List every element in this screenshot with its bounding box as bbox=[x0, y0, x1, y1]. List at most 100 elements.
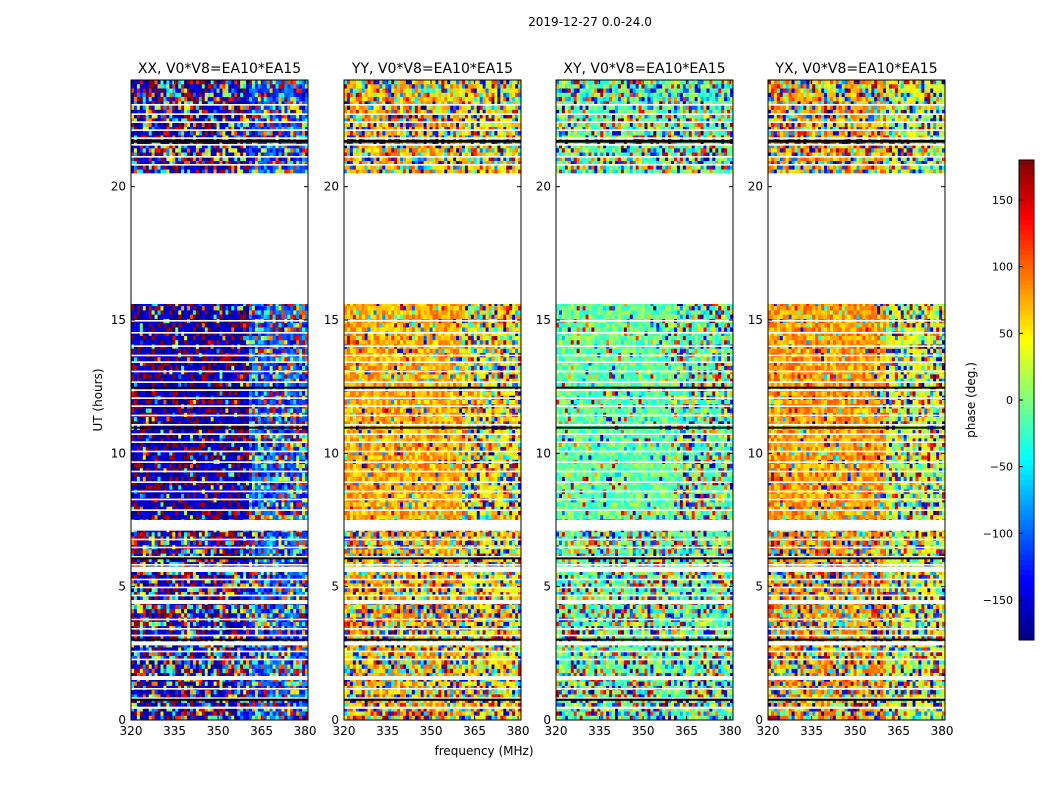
heat-cell bbox=[237, 306, 240, 311]
heat-cell bbox=[290, 374, 293, 379]
heat-cell bbox=[252, 148, 255, 153]
heat-cell bbox=[299, 409, 302, 414]
heat-cell bbox=[181, 165, 184, 170]
heat-cell bbox=[276, 97, 279, 102]
heat-cell bbox=[217, 340, 220, 345]
heat-cell bbox=[196, 349, 199, 354]
heat-cell bbox=[249, 131, 252, 136]
heat-cell bbox=[217, 349, 220, 354]
heat-cell bbox=[237, 315, 240, 320]
heat-cell bbox=[267, 323, 270, 328]
heat-cell bbox=[246, 340, 249, 345]
heat-cell bbox=[181, 106, 184, 111]
heat-cell bbox=[299, 315, 302, 320]
heat-cell bbox=[214, 400, 217, 405]
heat-cell bbox=[252, 374, 255, 379]
heat-cell bbox=[276, 106, 279, 111]
heat-cell bbox=[240, 97, 243, 102]
heat-cell bbox=[279, 336, 282, 341]
heat-cell bbox=[296, 106, 299, 111]
heat-cell bbox=[279, 357, 282, 362]
heat-cell bbox=[296, 400, 299, 405]
heat-cell bbox=[137, 409, 140, 414]
heat-cell bbox=[267, 165, 270, 170]
heat-cell bbox=[202, 106, 205, 111]
heat-cell bbox=[246, 391, 249, 396]
heat-cell bbox=[234, 165, 237, 170]
heat-cell bbox=[158, 336, 161, 341]
heat-cell bbox=[199, 327, 202, 332]
heat-cell bbox=[158, 417, 161, 422]
heat-cell bbox=[252, 323, 255, 328]
heat-cell bbox=[249, 123, 252, 128]
heat-cell bbox=[270, 340, 273, 345]
heat-cell bbox=[155, 165, 158, 170]
heat-cell bbox=[252, 315, 255, 320]
heat-cell bbox=[246, 97, 249, 102]
heat-cell bbox=[246, 349, 249, 354]
heat-cell bbox=[302, 93, 305, 98]
heat-cell bbox=[279, 89, 282, 94]
heat-cell bbox=[196, 327, 199, 332]
heat-cell bbox=[161, 374, 164, 379]
heat-cell bbox=[196, 80, 199, 85]
heat-cell bbox=[290, 340, 293, 345]
heat-cell bbox=[166, 336, 169, 341]
heat-cell bbox=[199, 340, 202, 345]
heat-cell bbox=[175, 165, 178, 170]
heat-cell bbox=[217, 336, 220, 341]
heat-cell bbox=[184, 97, 187, 102]
heat-cell bbox=[166, 106, 169, 111]
heat-cell bbox=[255, 315, 258, 320]
heat-cell bbox=[199, 165, 202, 170]
heat-cell bbox=[279, 391, 282, 396]
heat-cell bbox=[155, 409, 158, 414]
heat-cell bbox=[152, 89, 155, 94]
heat-cell bbox=[155, 417, 158, 422]
heat-cell bbox=[246, 357, 249, 362]
heat-cell bbox=[255, 323, 258, 328]
heat-cell bbox=[158, 391, 161, 396]
heat-cell bbox=[149, 80, 152, 85]
heat-cell bbox=[178, 93, 181, 98]
heat-cell bbox=[228, 97, 231, 102]
heat-cell bbox=[249, 366, 252, 371]
heat-cell bbox=[187, 327, 190, 332]
heat-cell bbox=[290, 357, 293, 362]
heat-cell bbox=[199, 310, 202, 315]
heat-cell bbox=[172, 131, 175, 136]
heat-cell bbox=[276, 306, 279, 311]
heat-cell bbox=[172, 349, 175, 354]
heat-cell bbox=[140, 400, 143, 405]
heat-cell bbox=[231, 327, 234, 332]
heat-cell bbox=[172, 323, 175, 328]
heat-cell bbox=[166, 315, 169, 320]
heat-cell bbox=[284, 306, 287, 311]
heat-cell bbox=[169, 357, 172, 362]
heat-cell bbox=[243, 165, 246, 170]
heat-cell bbox=[146, 357, 149, 362]
heat-cell bbox=[284, 366, 287, 371]
heat-cell bbox=[158, 306, 161, 311]
heat-cell bbox=[279, 97, 282, 102]
heat-cell bbox=[237, 409, 240, 414]
heat-cell bbox=[270, 93, 273, 98]
heat-cell bbox=[137, 323, 140, 328]
heat-cell bbox=[146, 93, 149, 98]
heat-cell bbox=[208, 417, 211, 422]
heat-cell bbox=[217, 357, 220, 362]
heat-cell bbox=[222, 148, 225, 153]
heat-cell bbox=[163, 349, 166, 354]
heat-cell bbox=[237, 417, 240, 422]
heat-cell bbox=[287, 409, 290, 414]
heat-cell bbox=[293, 323, 296, 328]
heat-cell bbox=[178, 323, 181, 328]
heat-cell bbox=[134, 310, 137, 315]
heat-cell bbox=[175, 131, 178, 136]
heat-cell bbox=[158, 80, 161, 85]
heat-cell bbox=[243, 357, 246, 362]
heat-cell bbox=[302, 84, 305, 89]
heat-cell bbox=[284, 336, 287, 341]
heat-cell bbox=[279, 374, 282, 379]
heat-cell bbox=[222, 327, 225, 332]
